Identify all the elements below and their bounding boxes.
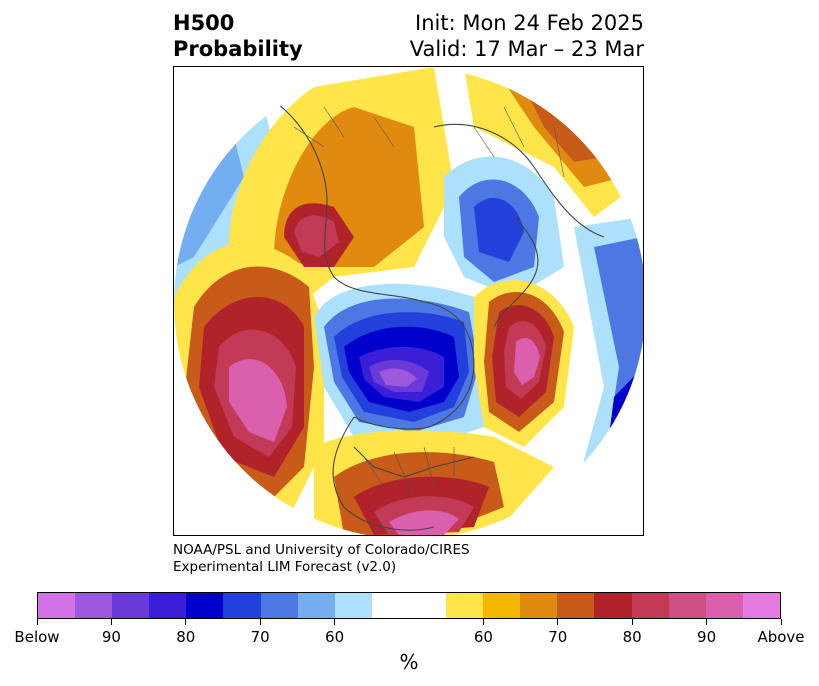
colorbar-tick — [557, 619, 559, 625]
colorbar-tick-label: 70 — [250, 628, 270, 646]
colorbar-segment — [112, 593, 150, 618]
colorbar-tick-label: Below — [14, 628, 60, 646]
title-block-right: Init: Mon 24 Feb 2025 Valid: 17 Mar – 23… — [410, 10, 644, 62]
credit-block: NOAA/PSL and University of Colorado/CIRE… — [173, 542, 470, 576]
colorbar-segment — [260, 593, 298, 618]
colorbar — [37, 592, 781, 619]
colorbar-segment — [594, 593, 632, 618]
colorbar-segment — [631, 593, 669, 618]
field-type-label: Probability — [173, 37, 303, 61]
field-region-above-extreme — [229, 359, 287, 442]
colorbar-segment — [446, 593, 484, 618]
colorbar-tick-label: 90 — [697, 628, 717, 646]
colorbar-tick — [110, 619, 112, 625]
colorbar-tick — [36, 619, 38, 625]
field-region-below-extreme — [379, 368, 417, 387]
colorbar-tick-label: 80 — [622, 628, 642, 646]
colorbar-segment — [223, 593, 261, 618]
field-region-below-strong — [474, 197, 524, 262]
colorbar-segment — [668, 593, 706, 618]
field-region-above-extreme — [514, 337, 540, 385]
field-region-above-high — [294, 215, 339, 257]
colorbar-tick — [780, 619, 782, 625]
colorbar-segment — [483, 593, 521, 618]
borders — [293, 106, 565, 498]
map-field — [174, 67, 643, 535]
colorbar-segment — [75, 593, 113, 618]
colorbar-tick-label: 80 — [176, 628, 196, 646]
colorbar-tick-label: 70 — [548, 628, 568, 646]
valid-range: Valid: 17 Mar – 23 Mar — [409, 37, 644, 61]
colorbar-tick-label: 60 — [325, 628, 345, 646]
colorbar-tick — [334, 619, 336, 625]
title-block-left: H500 Probability — [173, 10, 303, 62]
colorbar-segment — [742, 593, 780, 618]
field-label: H500 — [173, 11, 235, 35]
colorbar-tick — [631, 619, 633, 625]
colorbar-tick — [185, 619, 187, 625]
colorbar-segment — [186, 593, 224, 618]
colorbar-segment — [705, 593, 743, 618]
probability-map — [173, 66, 644, 536]
colorbar-tick-label: 90 — [101, 628, 121, 646]
colorbar-tick — [259, 619, 261, 625]
field-region-above-extreme — [389, 510, 459, 535]
colorbar-tick — [482, 619, 484, 625]
colorbar-segment — [520, 593, 558, 618]
colorbar-segment — [38, 593, 76, 618]
colorbar-segment — [371, 593, 447, 618]
colorbar-tick — [706, 619, 708, 625]
map-canvas — [174, 67, 643, 535]
colorbar-segment — [334, 593, 372, 618]
coastlines — [243, 86, 605, 531]
init-date: Init: Mon 24 Feb 2025 — [415, 11, 644, 35]
colorbar-tick-label: Above — [757, 628, 805, 646]
credit-line-2: Experimental LIM Forecast (v2.0) — [173, 559, 397, 575]
colorbar-unit-label: % — [399, 650, 419, 674]
colorbar-segment — [297, 593, 335, 618]
colorbar-tick-label: 60 — [473, 628, 493, 646]
colorbar-segment — [149, 593, 187, 618]
colorbar-segment — [557, 593, 595, 618]
credit-line-1: NOAA/PSL and University of Colorado/CIRE… — [173, 542, 470, 558]
